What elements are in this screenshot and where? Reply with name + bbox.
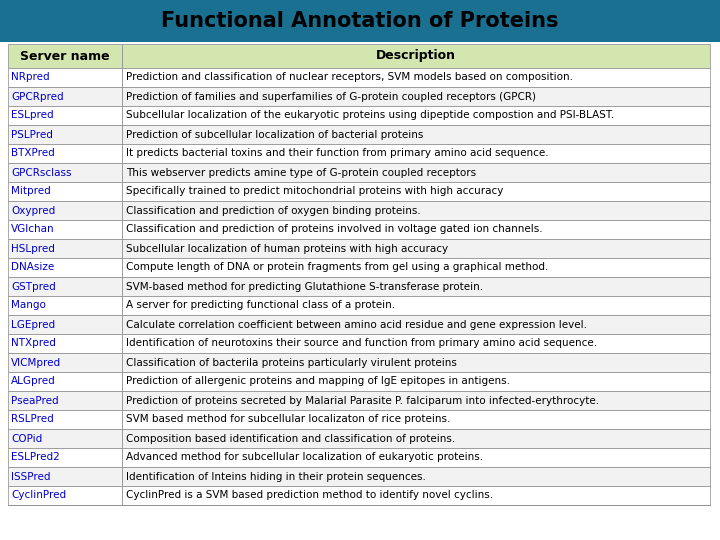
Text: Subcellular localization of human proteins with high accuracy: Subcellular localization of human protei…: [127, 244, 449, 253]
Text: Mitpred: Mitpred: [11, 186, 50, 197]
Bar: [122, 239, 710, 258]
Bar: [122, 353, 710, 372]
Bar: [8, 372, 122, 391]
Bar: [8, 239, 122, 258]
Text: BTXPred: BTXPred: [11, 148, 55, 159]
Bar: [122, 277, 710, 296]
Text: Prediction of allergenic proteins and mapping of IgE epitopes in antigens.: Prediction of allergenic proteins and ma…: [127, 376, 510, 387]
Bar: [122, 467, 710, 486]
Bar: [8, 448, 122, 467]
Bar: [8, 106, 122, 125]
Text: A server for predicting functional class of a protein.: A server for predicting functional class…: [127, 300, 395, 310]
Text: SVM based method for subcellular localizaton of rice proteins.: SVM based method for subcellular localiz…: [127, 415, 451, 424]
Bar: [8, 125, 122, 144]
Text: VICMpred: VICMpred: [11, 357, 61, 368]
Bar: [8, 144, 122, 163]
Text: GPCRsclass: GPCRsclass: [11, 167, 71, 178]
Text: ALGpred: ALGpred: [11, 376, 55, 387]
Bar: [8, 315, 122, 334]
Text: Identification of Inteins hiding in their protein sequences.: Identification of Inteins hiding in thei…: [127, 471, 426, 482]
Bar: [8, 182, 122, 201]
Bar: [8, 296, 122, 315]
Text: Calculate correlation coefficient between amino acid residue and gene expression: Calculate correlation coefficient betwee…: [127, 320, 588, 329]
Bar: [8, 277, 122, 296]
Text: Prediction of subcellular localization of bacterial proteins: Prediction of subcellular localization o…: [127, 130, 424, 139]
Bar: [122, 220, 710, 239]
Bar: [8, 429, 122, 448]
Text: Specifically trained to predict mitochondrial proteins with high accuracy: Specifically trained to predict mitochon…: [127, 186, 504, 197]
Text: Composition based identification and classification of proteins.: Composition based identification and cla…: [127, 434, 456, 443]
Text: PSLPred: PSLPred: [11, 130, 53, 139]
Bar: [122, 144, 710, 163]
Text: It predicts bacterial toxins and their function from primary amino acid sequence: It predicts bacterial toxins and their f…: [127, 148, 549, 159]
Bar: [8, 68, 122, 87]
Text: Oxypred: Oxypred: [11, 206, 55, 215]
Text: HSLpred: HSLpred: [11, 244, 55, 253]
Text: Functional Annotation of Proteins: Functional Annotation of Proteins: [161, 11, 559, 31]
Bar: [122, 334, 710, 353]
Text: GPCRpred: GPCRpred: [11, 91, 63, 102]
Bar: [8, 353, 122, 372]
Text: Classification of bacterila proteins particularly virulent proteins: Classification of bacterila proteins par…: [127, 357, 457, 368]
Bar: [8, 410, 122, 429]
Bar: [8, 220, 122, 239]
Bar: [8, 201, 122, 220]
Text: CyclinPred: CyclinPred: [11, 490, 66, 501]
Text: NTXpred: NTXpred: [11, 339, 56, 348]
Bar: [122, 87, 710, 106]
Text: Compute length of DNA or protein fragments from gel using a graphical method.: Compute length of DNA or protein fragmen…: [127, 262, 549, 273]
Text: Subcellular localization of the eukaryotic proteins using dipeptide compostion a: Subcellular localization of the eukaryot…: [127, 111, 615, 120]
Bar: [8, 334, 122, 353]
Bar: [122, 201, 710, 220]
Bar: [122, 315, 710, 334]
Bar: [122, 106, 710, 125]
Text: This webserver predicts amine type of G-protein coupled receptors: This webserver predicts amine type of G-…: [127, 167, 477, 178]
Text: RSLPred: RSLPred: [11, 415, 54, 424]
Text: GSTpred: GSTpred: [11, 281, 55, 292]
Text: DNAsize: DNAsize: [11, 262, 54, 273]
Text: Server name: Server name: [20, 50, 110, 63]
Bar: [122, 410, 710, 429]
Bar: [8, 258, 122, 277]
Text: VGIchan: VGIchan: [11, 225, 55, 234]
Text: SVM-based method for predicting Glutathione S-transferase protein.: SVM-based method for predicting Glutathi…: [127, 281, 484, 292]
Text: COPid: COPid: [11, 434, 42, 443]
Text: Mango: Mango: [11, 300, 46, 310]
Bar: [122, 68, 710, 87]
Bar: [122, 391, 710, 410]
Bar: [122, 44, 710, 68]
Text: CyclinPred is a SVM based prediction method to identify novel cyclins.: CyclinPred is a SVM based prediction met…: [127, 490, 493, 501]
Text: ESLpred: ESLpred: [11, 111, 53, 120]
Bar: [8, 391, 122, 410]
Bar: [122, 258, 710, 277]
Bar: [8, 44, 122, 68]
Text: Identification of neurotoxins their source and function from primary amino acid : Identification of neurotoxins their sour…: [127, 339, 598, 348]
Text: ESLPred2: ESLPred2: [11, 453, 60, 462]
Bar: [0, 0, 720, 42]
Text: PseaPred: PseaPred: [11, 395, 58, 406]
Text: NRpred: NRpred: [11, 72, 50, 83]
Text: Prediction of proteins secreted by Malarial Parasite P. falciparum into infected: Prediction of proteins secreted by Malar…: [127, 395, 600, 406]
Bar: [122, 163, 710, 182]
Text: Classification and prediction of oxygen binding proteins.: Classification and prediction of oxygen …: [127, 206, 421, 215]
Bar: [8, 467, 122, 486]
Text: Classification and prediction of proteins involved in voltage gated ion channels: Classification and prediction of protein…: [127, 225, 543, 234]
Text: LGEpred: LGEpred: [11, 320, 55, 329]
Bar: [8, 87, 122, 106]
Bar: [122, 125, 710, 144]
Bar: [122, 486, 710, 505]
Bar: [8, 486, 122, 505]
Text: Description: Description: [377, 50, 456, 63]
Text: ISSPred: ISSPred: [11, 471, 50, 482]
Bar: [8, 163, 122, 182]
Bar: [122, 448, 710, 467]
Bar: [122, 429, 710, 448]
Text: Advanced method for subcellular localization of eukaryotic proteins.: Advanced method for subcellular localiza…: [127, 453, 484, 462]
Text: Prediction and classification of nuclear receptors, SVM models based on composit: Prediction and classification of nuclear…: [127, 72, 573, 83]
Bar: [122, 372, 710, 391]
Bar: [122, 296, 710, 315]
Bar: [122, 182, 710, 201]
Text: Prediction of families and superfamilies of G-protein coupled receptors (GPCR): Prediction of families and superfamilies…: [127, 91, 536, 102]
